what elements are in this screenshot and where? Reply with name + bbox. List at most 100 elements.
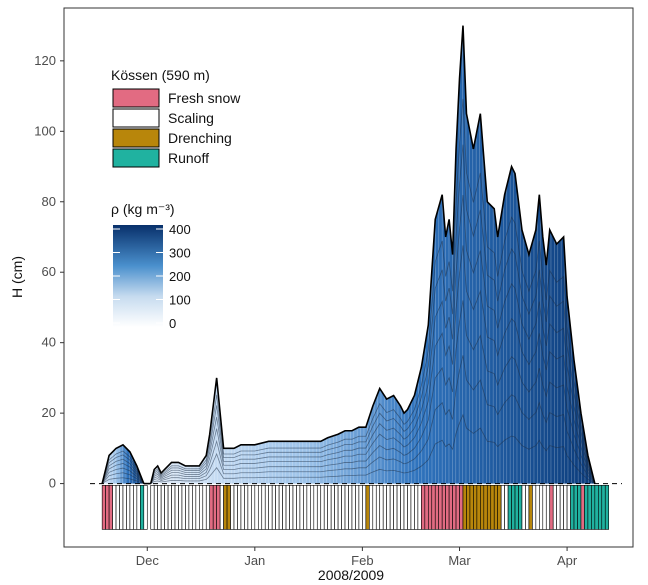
process-day-box (257, 485, 263, 530)
process-day-box (174, 485, 179, 530)
process-day-box (129, 485, 134, 530)
x-axis: Dec Jan Feb Mar Apr (136, 547, 578, 568)
process-day-box (185, 485, 190, 530)
process-day-box (334, 485, 339, 530)
process-day-box (417, 485, 422, 530)
process-day-box (532, 485, 537, 530)
process-day-box (157, 485, 162, 530)
process-day-box (313, 485, 318, 530)
process-day-box (299, 485, 304, 530)
process-day-box (351, 485, 356, 530)
process-day-box (580, 485, 585, 530)
process-day-box (563, 485, 568, 530)
process-day-box (254, 485, 259, 530)
process-day-box (226, 485, 231, 530)
y-tick-label: 60 (42, 264, 56, 279)
process-day-box (424, 485, 429, 530)
process-day-box (594, 485, 599, 530)
process-day-box (375, 485, 381, 530)
process-day-box (483, 485, 488, 530)
layer-boundary-1 (101, 355, 596, 484)
process-day-box (355, 485, 360, 530)
process-day-box (362, 485, 367, 530)
process-day-box (372, 485, 377, 530)
process-day-box (112, 485, 117, 530)
process-day-box (573, 485, 578, 530)
process-day-box (199, 485, 204, 530)
process-day-box (403, 485, 408, 530)
process-day-box (545, 485, 551, 530)
process-day-box (323, 485, 328, 530)
process-day-box (282, 485, 287, 530)
process-day-box (316, 485, 322, 530)
x-axis-title: 2008/2009 (318, 567, 384, 583)
process-day-box (192, 485, 197, 530)
colorbar-title: ρ (kg m⁻³) (111, 201, 175, 217)
process-day-box (407, 485, 412, 530)
process-day-box (528, 485, 533, 530)
y-tick-label: 80 (42, 194, 56, 209)
process-day-box (559, 485, 564, 530)
colorbar: ρ (kg m⁻³) 0 100 200 300 400 (111, 201, 191, 331)
process-day-box (303, 485, 308, 530)
process-day-box (396, 485, 401, 530)
process-day-box (480, 485, 485, 530)
process-strip (101, 485, 610, 530)
process-day-box (320, 485, 325, 530)
process-day-box (136, 485, 141, 530)
legend-label: Runoff (168, 150, 209, 166)
process-day-box (219, 485, 224, 530)
y-tick-label: 20 (42, 405, 56, 420)
colorbar-tick-label: 300 (169, 246, 191, 261)
legend-swatch (112, 128, 160, 148)
process-day-box (289, 485, 294, 530)
process-day-box (549, 485, 554, 530)
process-day-box (469, 485, 474, 530)
x-tick-label: Dec (136, 553, 160, 568)
y-tick-label: 100 (34, 123, 56, 138)
process-day-box (542, 485, 547, 530)
process-day-box (115, 485, 120, 530)
process-day-box (500, 485, 505, 530)
process-day-box (379, 485, 384, 530)
process-day-box (344, 485, 349, 530)
layer-boundary-0 (101, 413, 596, 484)
process-day-box (486, 485, 492, 530)
process-day-box (119, 485, 124, 530)
process-day-box (584, 485, 589, 530)
process-day-box (438, 485, 443, 530)
process-day-box (587, 485, 592, 530)
process-day-box (400, 485, 405, 530)
process-day-box (518, 485, 523, 530)
process-day-box (143, 485, 148, 530)
snow-surface-line-0 (101, 443, 145, 484)
process-day-box (466, 485, 471, 530)
process-day-box (570, 485, 575, 530)
process-day-box (497, 485, 502, 530)
process-day-box (122, 485, 127, 530)
process-day-box (504, 485, 509, 530)
process-day-box (369, 485, 374, 530)
process-day-box (171, 485, 176, 530)
legend: Kössen (590 m) Fresh snow Scaling Drenchin… (111, 67, 241, 168)
process-day-box (140, 485, 145, 530)
process-day-box (490, 485, 495, 530)
process-day-box (493, 485, 498, 530)
process-day-box (577, 485, 582, 530)
y-axis: 0 20 40 60 80 100 120 (34, 53, 64, 491)
process-day-box (181, 485, 186, 530)
process-day-box (247, 485, 252, 530)
legend-title: Kössen (590 m) (111, 67, 210, 83)
process-day-box (240, 485, 245, 530)
process-day-box (237, 485, 242, 530)
process-day-box (365, 485, 370, 530)
process-day-box (448, 485, 453, 530)
process-day-box (539, 485, 544, 530)
legend-swatch (112, 88, 160, 108)
y-tick-label: 40 (42, 335, 56, 350)
process-day-box (105, 485, 110, 530)
process-day-box (441, 485, 446, 530)
process-day-box (216, 485, 221, 530)
process-day-box (521, 485, 526, 530)
